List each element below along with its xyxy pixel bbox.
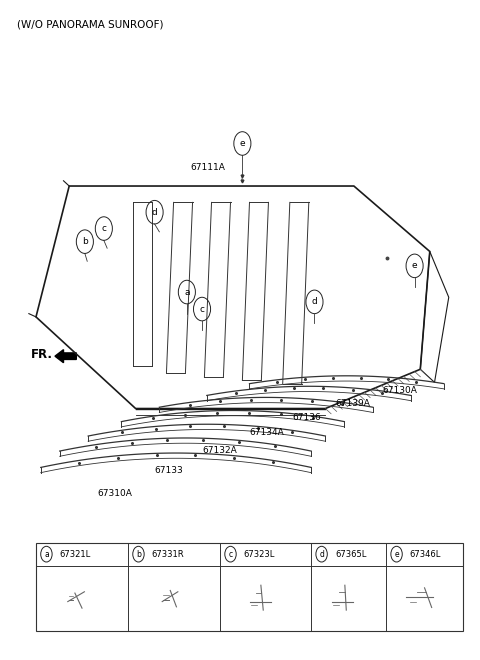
Text: (W/O PANORAMA SUNROOF): (W/O PANORAMA SUNROOF) bbox=[17, 19, 164, 29]
Text: d: d bbox=[152, 208, 157, 216]
Text: 67134A: 67134A bbox=[250, 428, 284, 437]
Text: c: c bbox=[228, 550, 233, 558]
Text: d: d bbox=[319, 550, 324, 558]
Text: c: c bbox=[101, 224, 107, 233]
Text: a: a bbox=[44, 550, 49, 558]
Text: FR.: FR. bbox=[31, 348, 53, 362]
Text: e: e bbox=[394, 550, 399, 558]
Text: 67331R: 67331R bbox=[152, 550, 184, 558]
Text: b: b bbox=[82, 237, 88, 246]
Text: c: c bbox=[200, 304, 204, 313]
Text: d: d bbox=[312, 298, 317, 306]
Text: 67136: 67136 bbox=[292, 412, 321, 422]
Text: 67111A: 67111A bbox=[190, 163, 225, 172]
Text: 67139A: 67139A bbox=[335, 399, 370, 408]
Text: e: e bbox=[412, 261, 418, 271]
Text: 67132A: 67132A bbox=[202, 446, 237, 455]
Text: a: a bbox=[184, 288, 190, 296]
Text: 67133: 67133 bbox=[155, 466, 183, 475]
Text: 67323L: 67323L bbox=[244, 550, 275, 558]
Text: 67346L: 67346L bbox=[410, 550, 441, 558]
Text: e: e bbox=[240, 139, 245, 148]
Text: 67310A: 67310A bbox=[97, 489, 132, 498]
Text: 67321L: 67321L bbox=[60, 550, 91, 558]
Text: b: b bbox=[136, 550, 141, 558]
Text: 67365L: 67365L bbox=[335, 550, 366, 558]
FancyArrow shape bbox=[55, 350, 76, 363]
Text: 67130A: 67130A bbox=[383, 385, 417, 395]
